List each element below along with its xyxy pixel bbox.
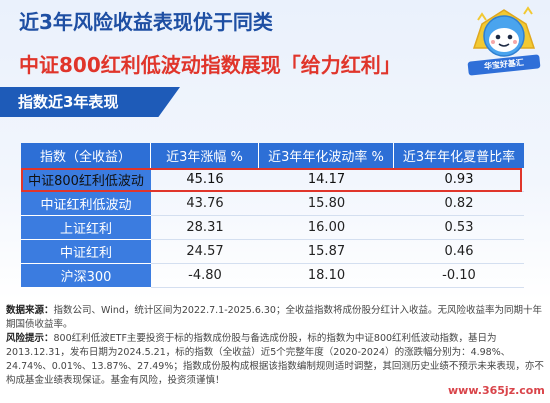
row-return: -4.80 bbox=[151, 264, 259, 288]
table-row: 上证红利 28.31 16.00 0.53 bbox=[21, 216, 524, 240]
mascot-icon bbox=[472, 6, 536, 57]
row-volatility: 18.10 bbox=[259, 264, 394, 288]
performance-table: 指数（全收益） 近3年涨幅 % 近3年年化波动率 % 近3年年化夏普比率 中证8… bbox=[21, 143, 524, 288]
header-volatility: 近3年年化波动率 % bbox=[259, 143, 394, 168]
row-name: 中证800红利低波动 bbox=[21, 168, 151, 192]
row-return: 24.57 bbox=[151, 240, 259, 264]
source-note: 数据来源：指数公司、Wind，统计区间为2022.7.1-2025.6.30；全… bbox=[6, 304, 544, 332]
header-index: 指数（全收益） bbox=[21, 143, 151, 168]
page-subtitle: 中证800红利低波动指数展现「给力红利」 bbox=[19, 53, 401, 77]
risk-text: 800红利低波ETF主要投资于标的指数成份股与备选成份股，标的指数为中证800红… bbox=[6, 333, 544, 386]
row-sharpe: 0.82 bbox=[394, 192, 524, 216]
row-sharpe: -0.10 bbox=[394, 264, 524, 288]
table-row: 中证红利低波动 43.76 15.80 0.82 bbox=[21, 192, 524, 216]
risk-label: 风险提示： bbox=[6, 333, 54, 344]
header-return: 近3年涨幅 % bbox=[151, 143, 259, 168]
row-volatility: 15.87 bbox=[259, 240, 394, 264]
row-return: 28.31 bbox=[151, 216, 259, 240]
row-sharpe: 0.46 bbox=[394, 240, 524, 264]
section-tab: 指数近3年表现 bbox=[0, 87, 180, 117]
source-text: 指数公司、Wind，统计区间为2022.7.1-2025.6.30；全收益指数将… bbox=[6, 305, 542, 330]
table-header-row: 指数（全收益） 近3年涨幅 % 近3年年化波动率 % 近3年年化夏普比率 bbox=[21, 143, 524, 168]
page-title: 近3年风险收益表现优于同类 bbox=[19, 10, 273, 34]
section-tab-label: 指数近3年表现 bbox=[18, 93, 119, 111]
row-volatility: 16.00 bbox=[259, 216, 394, 240]
row-name: 上证红利 bbox=[21, 216, 151, 240]
row-sharpe: 0.53 bbox=[394, 216, 524, 240]
row-name: 沪深300 bbox=[21, 264, 151, 288]
watermark: www.365jz.com bbox=[448, 384, 545, 397]
table-row: 中证红利 24.57 15.87 0.46 bbox=[21, 240, 524, 264]
row-return: 43.76 bbox=[151, 192, 259, 216]
row-volatility: 14.17 bbox=[259, 168, 394, 192]
row-sharpe: 0.93 bbox=[394, 168, 524, 192]
header-sharpe: 近3年年化夏普比率 bbox=[394, 143, 524, 168]
footnotes: 数据来源：指数公司、Wind，统计区间为2022.7.1-2025.6.30；全… bbox=[6, 304, 544, 388]
row-volatility: 15.80 bbox=[259, 192, 394, 216]
risk-note: 风险提示：800红利低波ETF主要投资于标的指数成份股与备选成份股，标的指数为中… bbox=[6, 332, 544, 388]
row-return: 45.16 bbox=[151, 168, 259, 192]
table-row: 中证800红利低波动 45.16 14.17 0.93 bbox=[21, 168, 524, 192]
row-name: 中证红利 bbox=[21, 240, 151, 264]
row-name: 中证红利低波动 bbox=[21, 192, 151, 216]
table-row: 沪深300 -4.80 18.10 -0.10 bbox=[21, 264, 524, 288]
source-label: 数据来源： bbox=[6, 305, 54, 316]
